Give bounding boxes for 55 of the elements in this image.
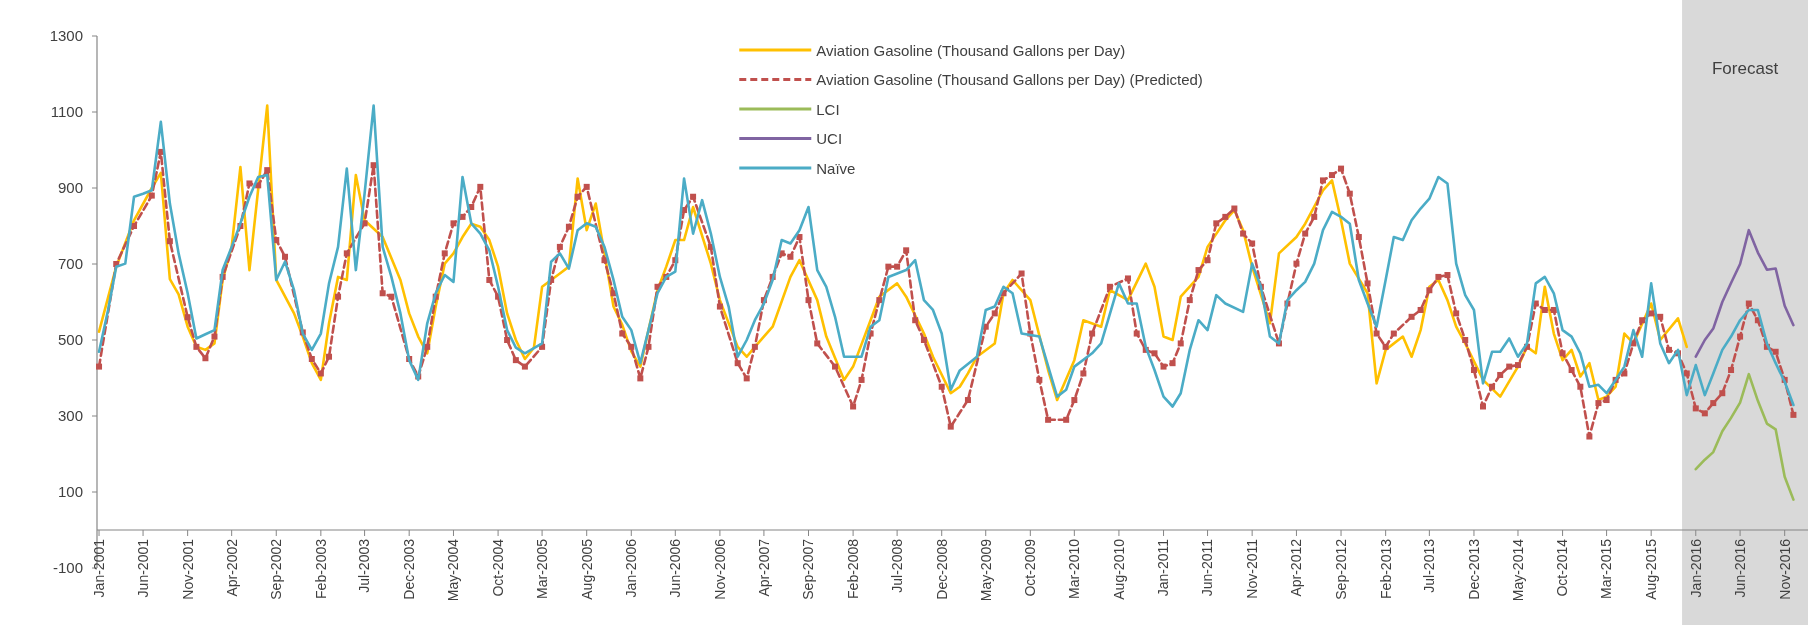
x-tick-label: Apr-2002 xyxy=(223,538,240,597)
x-tick-label: Mar-2010 xyxy=(1066,538,1083,599)
x-tick-label: Jan-2016 xyxy=(1687,538,1704,598)
x-tick-label: Nov-2016 xyxy=(1776,538,1793,600)
band-label: Forecast xyxy=(1711,59,1779,78)
x-tick-label: Feb-2013 xyxy=(1377,538,1394,599)
x-tick-label: Jul-2013 xyxy=(1421,538,1438,593)
x-tick-label: Aug-2005 xyxy=(578,538,595,600)
y-tick-label: 1100 xyxy=(50,103,83,121)
legend-label: LCI xyxy=(816,100,840,118)
x-tick-label: Mar-2015 xyxy=(1598,538,1615,599)
x-tick-label: Sep-2007 xyxy=(800,538,817,600)
x-tick-label: Nov-2011 xyxy=(1244,538,1261,599)
x-tick-label: Jan-2011 xyxy=(1155,538,1172,597)
x-tick-label: May-2014 xyxy=(1509,538,1526,602)
x-tick-label: Oct-2004 xyxy=(489,538,506,597)
x-tick-label: Sep-2002 xyxy=(268,538,285,600)
x-tick-label: Dec-2008 xyxy=(933,538,950,600)
x-tick-label: Aug-2010 xyxy=(1110,538,1127,600)
y-tick-label: 1300 xyxy=(49,27,83,45)
x-tick-label: Jul-2008 xyxy=(889,538,906,593)
line-series xyxy=(1694,228,1795,359)
x-tick-label: Oct-2009 xyxy=(1022,538,1039,597)
y-tick-label: 500 xyxy=(57,331,83,349)
x-tick-label: May-2004 xyxy=(445,538,462,602)
y-tick-label: 100 xyxy=(57,483,83,501)
x-tick-label: Jan-2001 xyxy=(90,538,107,598)
x-tick-label: Oct-2014 xyxy=(1554,538,1571,597)
x-tick-label: Nov-2001 xyxy=(179,538,196,600)
legend-label: Aviation Gasoline (Thousand Gallons per Day) xyxy=(816,41,1126,59)
x-tick-label: Jun-2001 xyxy=(134,538,151,598)
x-tick-label: Apr-2007 xyxy=(755,538,772,597)
x-tick-label: May-2009 xyxy=(977,538,994,602)
x-tick-label: Jun-2011 xyxy=(1199,538,1216,597)
x-tick-label: Jan-2006 xyxy=(623,538,640,598)
x-tick-label: Jun-2016 xyxy=(1731,538,1748,598)
y-tick-label: 700 xyxy=(57,255,83,273)
x-tick-label: Mar-2005 xyxy=(533,538,550,599)
legend-label: Aviation Gasoline (Thousand Gallons per Day) (Predicted) xyxy=(816,71,1203,88)
legend-label: Naïve xyxy=(816,159,856,177)
x-tick-label: Feb-2008 xyxy=(845,538,861,599)
y-tick-label: 300 xyxy=(57,407,83,425)
y-tick-label: 900 xyxy=(57,179,83,197)
line-series xyxy=(1694,372,1795,501)
x-tick-label: Nov-2006 xyxy=(711,538,728,600)
y-tick-label: -100 xyxy=(52,559,83,577)
x-tick-label: Jul-2003 xyxy=(356,538,373,593)
x-tick-label: Jun-2006 xyxy=(667,538,684,598)
legend-label: UCI xyxy=(816,130,843,147)
x-tick-label: Apr-2012 xyxy=(1288,538,1305,597)
x-tick-label: Sep-2012 xyxy=(1332,538,1349,600)
x-tick-label: Dec-2013 xyxy=(1465,538,1482,600)
x-tick-label: Feb-2003 xyxy=(312,538,329,599)
x-tick-label: Aug-2015 xyxy=(1643,538,1660,600)
x-tick-label: Dec-2003 xyxy=(401,538,418,600)
